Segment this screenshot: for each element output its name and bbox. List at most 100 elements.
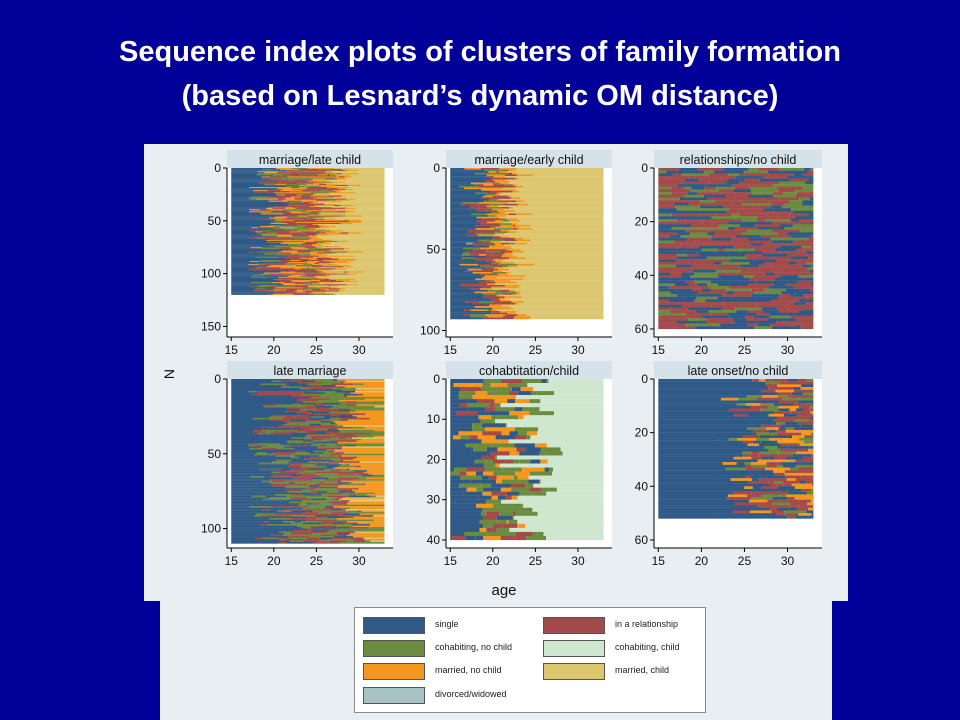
sequence-segment: [231, 276, 252, 278]
sequence-segment: [710, 280, 729, 284]
sequence-segment: [328, 495, 350, 498]
sequence-segment: [312, 533, 330, 535]
sequence-segment: [331, 257, 340, 259]
sequence-segment: [311, 238, 324, 240]
sequence-segment: [473, 447, 487, 452]
sequence-segment: [666, 283, 675, 287]
sequence-segment: [310, 527, 332, 529]
sequence-segment: [317, 390, 336, 393]
sequence-segment: [774, 256, 791, 260]
sequence-segment: [301, 521, 315, 523]
sequence-segment: [307, 171, 315, 173]
sequence-segment: [364, 271, 385, 273]
sequence-segment: [294, 237, 311, 239]
sequence-segment: [338, 524, 353, 526]
sequence-segment: [356, 444, 385, 447]
sequence-segment: [552, 471, 604, 476]
sequence-segment: [255, 290, 268, 292]
sequence-segment: [330, 252, 335, 254]
sequence-segment: [788, 261, 797, 265]
sequence-segment: [778, 451, 797, 455]
sequence-segment: [741, 200, 769, 204]
sequence-segment: [302, 528, 308, 531]
sequence-segment: [315, 515, 333, 517]
sequence-segment: [338, 494, 350, 496]
sequence-segment: [677, 288, 692, 292]
sequence-segment: [316, 168, 321, 170]
sequence-segment: [291, 234, 308, 236]
sequence-segment: [330, 260, 346, 263]
sequence-segment: [526, 242, 604, 245]
sequence-segment: [231, 390, 249, 393]
sequence-segment: [259, 226, 276, 228]
sequence-segment: [361, 438, 385, 441]
sequence-segment: [505, 215, 604, 217]
sequence-segment: [491, 177, 505, 180]
sequence-segment: [509, 268, 604, 271]
sequence-segment: [493, 527, 497, 533]
sequence-segment: [722, 302, 731, 305]
sequence-segment: [259, 187, 277, 189]
sequence-segment: [290, 279, 302, 282]
sequence-segment: [298, 246, 315, 248]
sequence-segment: [760, 210, 774, 214]
sequence-segment: [307, 216, 322, 218]
sequence-segment: [687, 326, 695, 330]
sequence-segment: [534, 263, 604, 266]
sequence-segment: [283, 509, 305, 511]
sequence-segment: [789, 178, 809, 182]
sequence-segment: [793, 389, 813, 393]
sequence-segment: [658, 170, 667, 174]
sequence-segment: [231, 170, 288, 172]
sequence-segment: [761, 307, 778, 311]
sequence-segment: [722, 240, 733, 244]
sequence-segment: [299, 262, 317, 264]
sequence-segment: [292, 248, 309, 250]
sequence-segment: [277, 461, 289, 463]
sequence-segment: [321, 216, 325, 218]
sequence-segment: [450, 280, 486, 282]
sequence-segment: [231, 245, 270, 247]
sequence-segment: [806, 227, 814, 230]
sequence-segment: [797, 467, 814, 471]
sequence-segment: [354, 479, 369, 481]
sequence-segment: [509, 207, 513, 209]
sequence-segment: [348, 240, 385, 243]
sequence-segment: [514, 237, 523, 240]
sequence-segment: [231, 435, 286, 438]
sequence-segment: [358, 173, 385, 175]
sequence-segment: [281, 218, 295, 220]
sequence-segment: [311, 193, 314, 195]
sequence-segment: [272, 230, 278, 232]
sequence-segment: [732, 491, 752, 495]
sequence-segment: [309, 239, 319, 242]
sequence-segment: [486, 260, 496, 263]
sequence-segment: [301, 428, 313, 430]
sequence-segment: [231, 260, 250, 263]
sequence-segment: [325, 220, 343, 223]
sequence-segment: [791, 483, 813, 487]
sequence-segment: [517, 495, 604, 500]
sequence-segment: [281, 211, 290, 213]
sequence-segment: [338, 437, 346, 439]
sequence-segment: [673, 326, 688, 330]
sequence-segment: [348, 221, 362, 224]
panel-title: cohabtitation/child: [479, 364, 579, 378]
sequence-segment: [343, 266, 354, 268]
sequence-segment: [287, 407, 305, 410]
sequence-segment: [332, 387, 355, 390]
sequence-segment: [529, 317, 604, 320]
sequence-segment: [734, 197, 763, 201]
sequence-segment: [485, 176, 494, 178]
sequence-segment: [304, 509, 314, 511]
sequence-segment: [362, 251, 385, 253]
sequence-segment: [520, 249, 604, 252]
sequence-segment: [317, 233, 333, 235]
sequence-segment: [299, 471, 315, 474]
sequence-segment: [479, 254, 486, 256]
sequence-segment: [691, 264, 702, 268]
sequence-segment: [697, 251, 716, 254]
sequence-segment: [739, 267, 755, 271]
sequence-segment: [309, 238, 312, 240]
sequence-segment: [658, 245, 678, 249]
